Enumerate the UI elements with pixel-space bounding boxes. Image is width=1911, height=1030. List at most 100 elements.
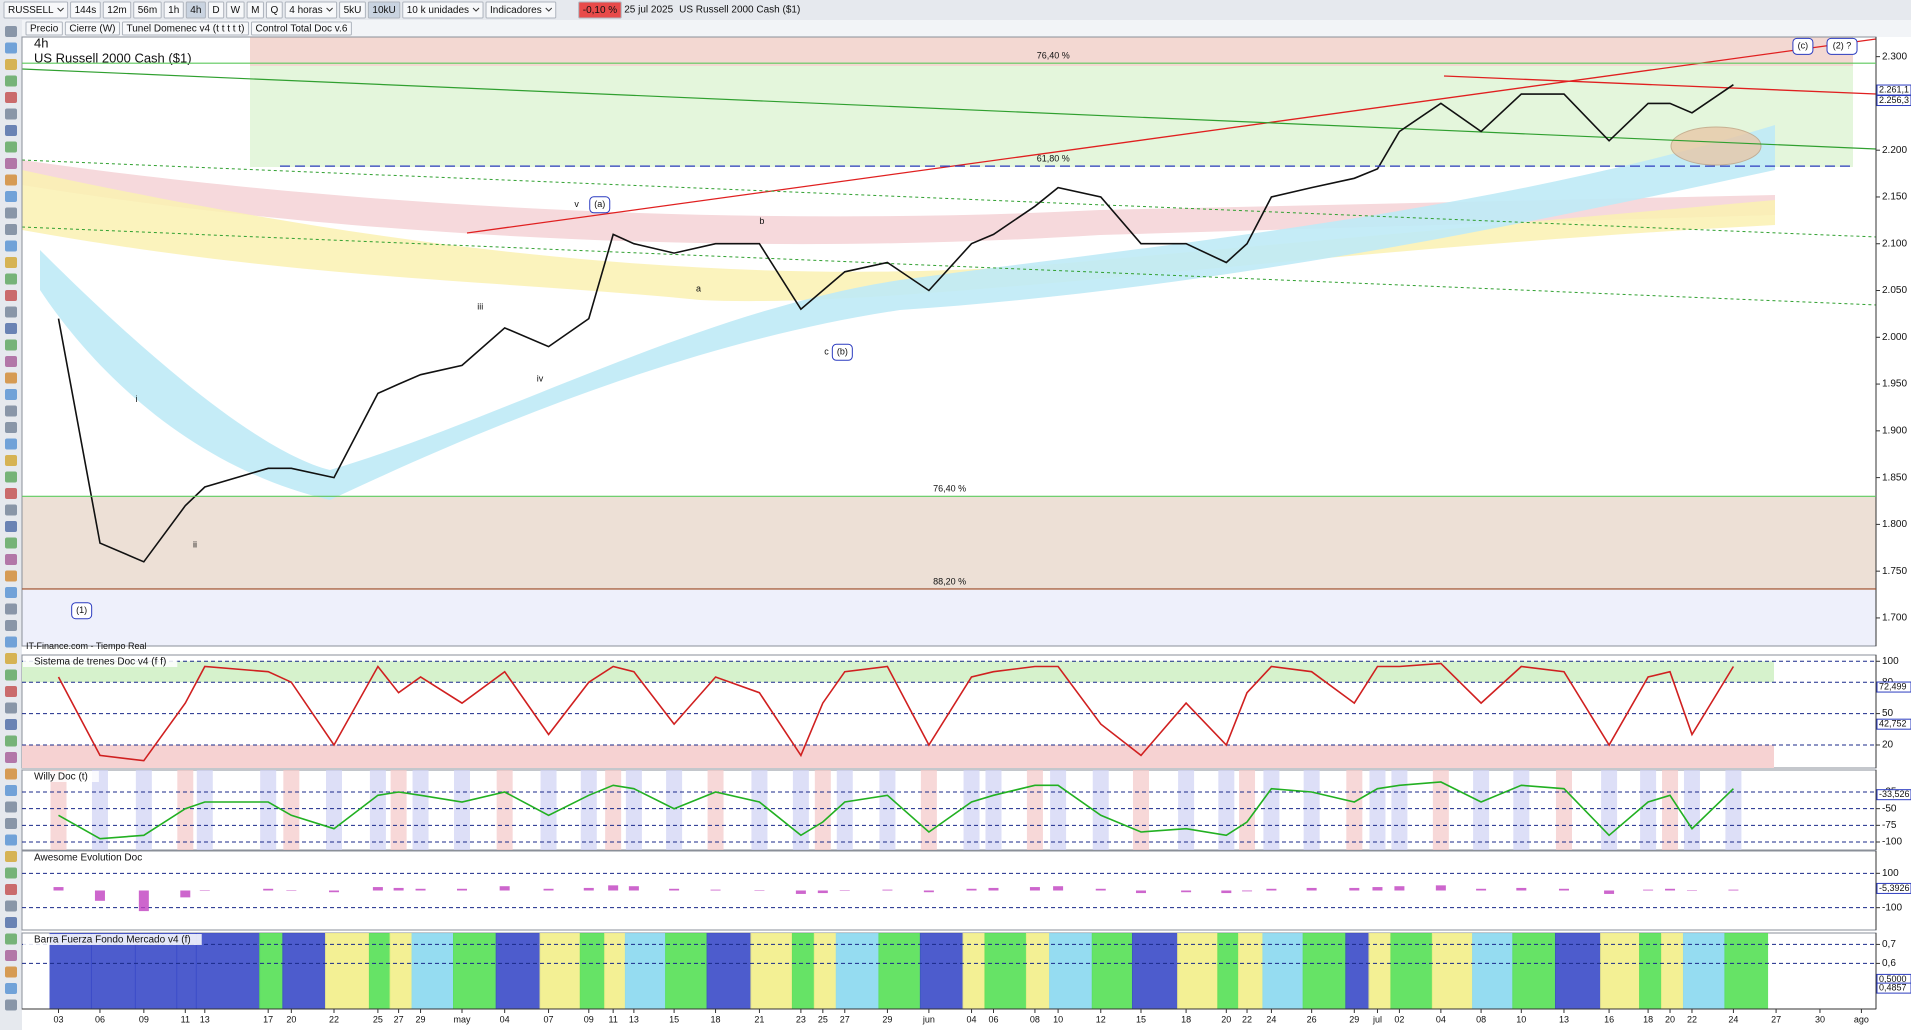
tool-icon[interactable]	[5, 735, 17, 747]
y-tick-label: 100	[1882, 656, 1899, 667]
y-tick-label: 1.850	[1882, 472, 1907, 483]
toolbar-button[interactable]: 4 horas	[284, 1, 338, 19]
histogram-bar	[1394, 886, 1405, 891]
panel-title-bg	[23, 771, 99, 782]
tool-icon[interactable]	[5, 950, 17, 961]
indicator-toggle[interactable]: Control Total Doc v.6	[250, 21, 352, 36]
tool-icon[interactable]	[5, 405, 17, 417]
last-value-label: 72,499	[1879, 681, 1907, 691]
strength-stripe	[835, 933, 880, 1009]
strength-stripe	[665, 933, 708, 1009]
tool-icon[interactable]	[5, 933, 17, 945]
tool-icon[interactable]	[5, 834, 17, 846]
tool-icon[interactable]	[5, 983, 17, 994]
tool-icon[interactable]	[5, 59, 17, 70]
tool-icon[interactable]	[5, 174, 17, 186]
tool-icon[interactable]	[5, 372, 17, 384]
tool-icon[interactable]	[5, 587, 17, 598]
tool-icon[interactable]	[5, 884, 17, 895]
toolbar-button[interactable]: 4h	[185, 1, 206, 19]
tool-icon[interactable]	[5, 702, 17, 714]
tool-icon[interactable]	[5, 290, 17, 301]
tool-icon[interactable]	[5, 141, 17, 153]
toolbar-button[interactable]: 5kU	[339, 1, 366, 19]
toolbar-button[interactable]: 1h	[163, 1, 184, 19]
indicator-toggle[interactable]: Tunel Domenec v4 (t t t t t)	[121, 21, 249, 36]
trend-line	[1443, 75, 1877, 95]
toolbar-button[interactable]: 10kU	[367, 1, 401, 19]
fib-label: 88,20 %	[933, 576, 966, 586]
indicator-toggle[interactable]: Precio	[25, 21, 63, 36]
wave-label: (1)	[76, 605, 87, 615]
tool-icon[interactable]	[5, 125, 17, 136]
toolbar-button[interactable]: 12m	[102, 1, 132, 19]
regime-stripe	[326, 770, 343, 850]
tool-icon[interactable]	[5, 653, 17, 664]
tool-icon[interactable]	[5, 768, 17, 780]
x-tick-label: 18	[1181, 1014, 1191, 1024]
regime-stripe	[1513, 770, 1530, 850]
toolbar-button[interactable]: W	[226, 1, 245, 19]
tool-icon[interactable]	[5, 389, 17, 400]
toolbar-button[interactable]: RUSSELL	[3, 1, 69, 19]
tool-icon[interactable]	[5, 620, 17, 631]
tool-icon[interactable]	[5, 191, 17, 202]
tool-icon[interactable]	[5, 554, 17, 565]
toolbar-button[interactable]: M	[246, 1, 264, 19]
last-value-box	[1876, 718, 1911, 730]
tool-icon[interactable]	[5, 488, 17, 499]
toolbar-button[interactable]: 56m	[133, 1, 162, 19]
indicator-toggle[interactable]: Cierre (W)	[64, 21, 120, 36]
tool-icon[interactable]	[5, 42, 17, 54]
tool-icon[interactable]	[5, 455, 17, 466]
tool-icon[interactable]	[5, 323, 17, 334]
tool-icon[interactable]	[5, 207, 17, 219]
panel-title: 4h	[34, 35, 48, 50]
x-tick-label: 15	[1136, 1014, 1146, 1024]
y-tick-label: 2.300	[1882, 51, 1907, 62]
tool-icon[interactable]	[5, 801, 17, 813]
tool-icon[interactable]	[5, 273, 17, 285]
tool-icon[interactable]	[5, 438, 17, 450]
tool-icon[interactable]	[5, 26, 17, 37]
tool-icon[interactable]	[5, 504, 17, 516]
toolbar-button[interactable]: Q	[265, 1, 283, 19]
change-badge[interactable]: -0,10 %	[578, 1, 622, 19]
button-bg	[207, 1, 225, 19]
toolbar-button[interactable]: 10 k unidades	[402, 1, 484, 19]
tool-icon[interactable]	[5, 537, 17, 549]
tool-icon[interactable]	[5, 669, 17, 681]
tool-icon[interactable]	[5, 851, 17, 862]
tool-icon[interactable]	[5, 818, 17, 829]
tool-icon[interactable]	[5, 636, 17, 648]
toolbar-button[interactable]: Indicadores	[485, 1, 557, 19]
tool-icon[interactable]	[5, 339, 17, 351]
tool-icon[interactable]	[5, 867, 17, 879]
tool-icon[interactable]	[5, 686, 17, 697]
tool-icon[interactable]	[5, 356, 17, 367]
tool-icon[interactable]	[5, 158, 17, 169]
tool-icon[interactable]	[5, 306, 17, 318]
tool-icon[interactable]	[5, 422, 17, 433]
tool-icon[interactable]	[5, 570, 17, 582]
tool-icon[interactable]	[5, 240, 17, 252]
tool-icon[interactable]	[5, 752, 17, 763]
tool-icon[interactable]	[5, 785, 17, 796]
tool-icon[interactable]	[5, 108, 17, 120]
tool-icon[interactable]	[5, 999, 17, 1011]
tool-icon[interactable]	[5, 92, 17, 103]
tool-icon[interactable]	[5, 521, 17, 532]
tool-icon[interactable]	[5, 257, 17, 268]
tool-icon[interactable]	[5, 603, 17, 615]
y-tick-label: -100	[1882, 902, 1902, 913]
toolbar-button[interactable]: 144s	[70, 1, 101, 19]
tool-icon[interactable]	[5, 719, 17, 730]
tool-icon[interactable]	[5, 917, 17, 928]
tool-icon[interactable]	[5, 75, 17, 87]
tool-icon[interactable]	[5, 224, 17, 235]
strength-stripe	[282, 933, 327, 1009]
tool-icon[interactable]	[5, 966, 17, 978]
tool-icon[interactable]	[5, 471, 17, 483]
tool-icon[interactable]	[5, 900, 17, 912]
toolbar-button[interactable]: D	[207, 1, 225, 19]
